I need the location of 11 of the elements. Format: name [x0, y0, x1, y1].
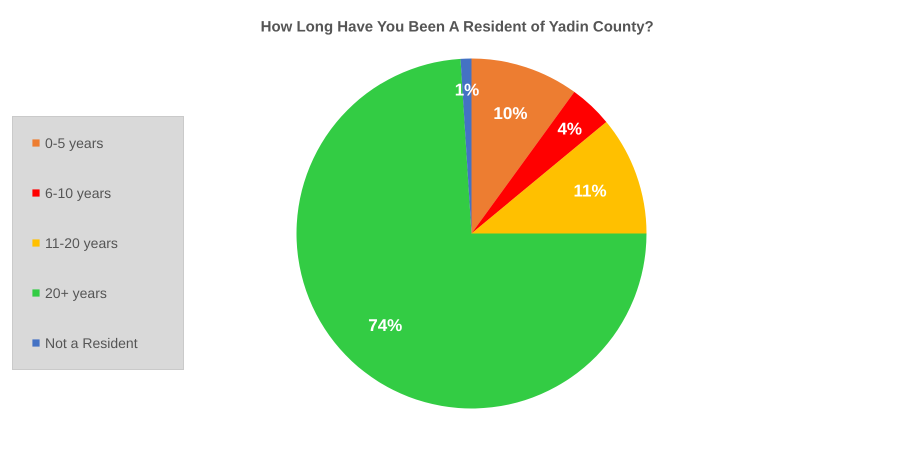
legend-label: 6-10 years	[45, 184, 112, 200]
data-label: 1%	[454, 80, 480, 100]
chart-title: How Long Have You Been A Resident of Yadin County?	[260, 18, 654, 36]
legend-label: 20+ years	[45, 284, 108, 300]
legend-label: Not a Resident	[45, 334, 139, 350]
data-label: 4%	[557, 119, 582, 138]
data-label: 10%	[493, 104, 528, 124]
data-label: 11%	[574, 181, 607, 200]
data-label: 74%	[368, 316, 402, 335]
legend-label: 0-5 years	[45, 134, 104, 150]
legend-label: 11-20 years	[45, 234, 119, 250]
